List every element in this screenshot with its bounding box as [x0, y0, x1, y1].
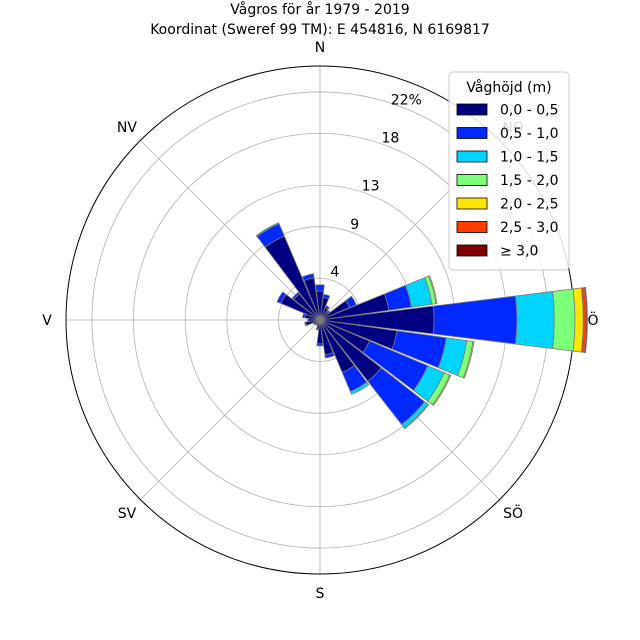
bar-segment-0-1 [315, 284, 325, 292]
bar-segment-345-1 [301, 273, 315, 282]
bar-segment-165-1 [324, 352, 335, 359]
wind-rose-bars [255, 222, 588, 430]
direction-label-6: Ö [587, 311, 598, 329]
direction-label-2: V [42, 313, 52, 329]
bar-segment-90-3 [552, 288, 576, 352]
chart-title: Vågros för år 1979 - 2019 [230, 1, 409, 18]
bar-segment-120-4 [432, 374, 452, 407]
legend-frame [448, 71, 570, 271]
radial-tick-label-3: 18 [381, 131, 399, 147]
grid-spoke-315 [140, 140, 321, 321]
bar-segment-180-1 [316, 343, 324, 347]
legend-swatch-6 [456, 244, 488, 257]
radial-tick-label-4: 22% [391, 92, 422, 108]
legend-label-1: 0,5 - 1,0 [500, 126, 558, 142]
bar-segment-30-1 [324, 305, 330, 310]
radial-tick-labels: 4 9 13 18 22% [330, 92, 421, 280]
grid-spoke-225 [140, 319, 321, 500]
legend-label-3: 1,5 - 2,0 [500, 173, 558, 189]
radial-tick-label-0: 4 [330, 265, 339, 281]
legend-swatch-3 [456, 174, 488, 186]
bar-segment-150-2 [349, 381, 370, 395]
radial-tick-label-2: 13 [362, 178, 380, 194]
legend-label-2: 1,0 - 1,5 [500, 150, 558, 166]
legend-swatch-5 [456, 221, 488, 233]
bar-segment-330-2 [255, 222, 280, 237]
bar-segment-255-1 [304, 321, 308, 327]
chart-subtitle: Koordinat (Sweref 99 TM): E 454816, N 61… [150, 22, 490, 38]
bar-segment-195-1 [315, 328, 320, 331]
bar-segment-270-1 [307, 318, 310, 322]
legend-swatch-4 [456, 197, 488, 210]
bar-segment-90-4 [572, 287, 584, 353]
bar-segment-60-1 [345, 295, 357, 308]
direction-label-1: NV [117, 120, 137, 136]
legend-label-6: ≥ 3,0 [500, 244, 538, 260]
bar-segment-315-1 [291, 291, 301, 301]
bar-segment-300-1 [276, 291, 287, 304]
bar-segment-90-2 [515, 291, 555, 349]
legend-title: Våghöjd (m) [466, 79, 551, 96]
legend-swatch-2 [456, 150, 488, 163]
legend-label-0: 0,0 - 0,5 [500, 103, 558, 119]
direction-label-4: S [316, 586, 325, 602]
direction-label-5: SÖ [503, 504, 523, 522]
legend-swatch-0 [456, 103, 488, 116]
bar-segment-90-6 [584, 286, 588, 354]
bar-segment-15-1 [322, 293, 331, 300]
legend-label-5: 2,5 - 3,0 [500, 220, 558, 236]
bar-segment-90-1 [432, 295, 518, 345]
legend-items: 0,0 - 0,5 0,5 - 1,0 1,0 - 1,5 1,5 - 2,0 2,0 … [456, 103, 558, 260]
bar-segment-135-3 [403, 403, 430, 430]
direction-label-0: N [315, 40, 325, 56]
legend-label-4: 2,0 - 2,5 [500, 197, 558, 213]
bar-segment-105-4 [462, 341, 475, 379]
legend-swatch-1 [456, 127, 488, 139]
direction-label-3: SV [118, 506, 137, 522]
bar-segment-75-4 [428, 275, 438, 305]
legend: Våghöjd (m) 0,0 - 0,5 0,5 - 1,0 1,0 - 1,5 1… [448, 71, 570, 271]
radial-tick-label-1: 9 [350, 217, 359, 233]
